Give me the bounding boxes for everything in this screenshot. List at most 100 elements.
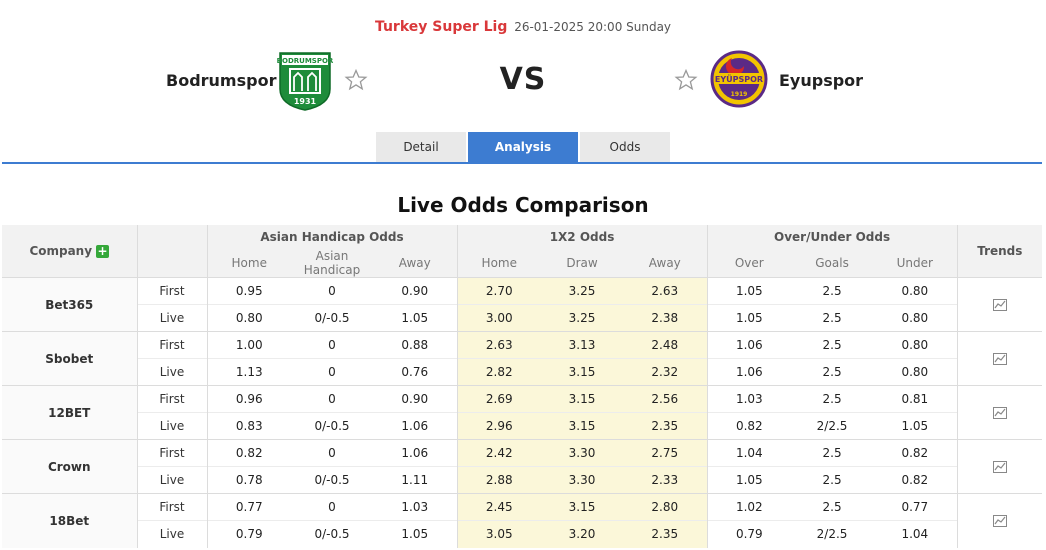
company-name[interactable]: Crown	[2, 439, 137, 494]
odds-type-label: Live	[136, 304, 207, 332]
x12-cell: 2.80	[623, 493, 708, 521]
odds-table: Company + Asian Handicap Odds 1X2 Odds Ov…	[2, 225, 1043, 548]
ah-away-subheader: Away	[373, 249, 458, 278]
company-name[interactable]: Sbobet	[2, 331, 137, 386]
company-name[interactable]: 12BET	[2, 385, 137, 440]
away-team-name[interactable]: Eyupspor	[779, 71, 864, 90]
x12-cell: 2.75	[623, 439, 708, 467]
over-under-cell: 2/2.5	[791, 412, 874, 440]
odds-row-live: Live 0.79 0/-0.5 1.05 3.05 3.20 2.35 0.79 2/2.5 1…	[2, 520, 1042, 548]
match-datetime: 26-01-2025 20:00 Sunday	[514, 20, 672, 34]
company-header-label: Company	[29, 244, 93, 258]
trend-chart-icon[interactable]	[956, 331, 1043, 386]
odds-type-label: Live	[136, 466, 207, 494]
over-under-cell: 1.02	[706, 493, 792, 521]
asian-handicap-cell: 0	[291, 385, 373, 413]
tab-odds[interactable]: Odds	[580, 132, 670, 162]
over-under-cell: 0.80	[873, 277, 958, 305]
over-under-cell: 0.82	[873, 439, 958, 467]
add-company-icon[interactable]: +	[96, 244, 110, 258]
over-under-cell: 0.81	[873, 385, 958, 413]
x12-cell: 3.30	[541, 466, 624, 494]
home-logo-text: BODRUMSPOR	[277, 57, 334, 65]
trend-chart-icon[interactable]	[956, 493, 1043, 548]
home-team-name[interactable]: Bodrumspor	[166, 71, 277, 90]
x12-cell: 2.63	[456, 331, 542, 359]
asian-handicap-cell: 0	[291, 439, 373, 467]
match-tabs: Detail Analysis Odds	[376, 132, 672, 162]
asian-handicap-cell: 0.90	[373, 277, 458, 305]
tab-detail[interactable]: Detail	[376, 132, 466, 162]
x12-draw-subheader: Draw	[541, 249, 624, 278]
over-under-cell: 0.80	[873, 358, 958, 386]
home-team-logo[interactable]: BODRUMSPOR 1931	[276, 49, 334, 111]
asian-handicap-cell: 1.13	[206, 358, 291, 386]
x12-home-subheader: Home	[456, 249, 542, 278]
odds-type-label: First	[136, 439, 207, 467]
asian-handicap-cell: 0.90	[373, 385, 458, 413]
asian-handicap-cell: 0.79	[206, 520, 291, 548]
x12-cell: 2.96	[456, 412, 542, 440]
odds-row-live: Live 0.80 0/-0.5 1.05 3.00 3.25 2.38 1.05 2.5 0.8…	[2, 304, 1042, 332]
trend-chart-icon[interactable]	[956, 277, 1043, 332]
over-under-cell: 2.5	[791, 385, 874, 413]
asian-handicap-cell: 0	[291, 331, 373, 359]
x12-cell: 2.63	[623, 277, 708, 305]
over-under-cell: 2.5	[791, 493, 874, 521]
asian-handicap-cell: 1.06	[373, 439, 458, 467]
x12-cell: 2.35	[623, 520, 708, 548]
home-favorite-star-icon[interactable]	[344, 68, 368, 92]
asian-handicap-cell: 1.00	[206, 331, 291, 359]
over-under-cell: 0.80	[873, 331, 958, 359]
type-header	[136, 225, 207, 278]
away-favorite-star-icon[interactable]	[674, 68, 698, 92]
over-under-cell: 1.05	[706, 466, 792, 494]
over-under-cell: 2/2.5	[791, 520, 874, 548]
over-under-cell: 2.5	[791, 304, 874, 332]
away-team-logo[interactable]: EYÜPSPOR 1919	[710, 50, 768, 108]
over-under-cell: 1.05	[706, 277, 792, 305]
company-name[interactable]: 18Bet	[2, 493, 137, 548]
trend-chart-icon[interactable]	[956, 385, 1043, 440]
tab-underline	[2, 162, 1042, 164]
over-under-cell: 2.5	[791, 439, 874, 467]
odds-body: Bet365 First 0.95 0 0.90 2.70 3.25 2.63 1.05 2.5 0…	[2, 277, 1043, 548]
x12-cell: 3.13	[541, 331, 624, 359]
odds-row-first: 18Bet First 0.77 0 1.03 2.45 3.15 2.80 1.02 2.5 0.…	[2, 493, 1043, 548]
x12-cell: 2.56	[623, 385, 708, 413]
over-under-cell: 1.04	[706, 439, 792, 467]
ou-under-subheader: Under	[873, 249, 958, 278]
asian-handicap-cell: 1.05	[373, 304, 458, 332]
x12-cell: 3.15	[541, 385, 624, 413]
x12-cell: 3.00	[456, 304, 542, 332]
company-name[interactable]: Bet365	[2, 277, 137, 332]
tab-analysis[interactable]: Analysis	[468, 132, 578, 162]
asian-handicap-cell: 0.88	[373, 331, 458, 359]
over-under-cell: 2.5	[791, 331, 874, 359]
asian-handicap-cell: 0/-0.5	[291, 412, 373, 440]
over-under-cell: 1.06	[706, 358, 792, 386]
vs-label: VS	[499, 62, 547, 97]
league-name[interactable]: Turkey Super Lig	[374, 19, 508, 35]
odds-row-live: Live 0.83 0/-0.5 1.06 2.96 3.15 2.35 0.82 2/2.5 1…	[2, 412, 1042, 440]
over-under-cell: 1.05	[706, 304, 792, 332]
trend-chart-icon[interactable]	[956, 439, 1043, 494]
over-under-cell: 1.04	[873, 520, 958, 548]
asian-handicap-cell: 0/-0.5	[291, 466, 373, 494]
x12-cell: 3.20	[541, 520, 624, 548]
ah-home-subheader: Home	[206, 249, 291, 278]
asian-handicap-cell: 0.83	[206, 412, 291, 440]
over-under-cell: 1.06	[706, 331, 792, 359]
ou-over-subheader: Over	[706, 249, 792, 278]
asian-handicap-header: Asian Handicap Odds	[206, 225, 458, 249]
x12-cell: 2.33	[623, 466, 708, 494]
odds-type-label: Live	[136, 520, 207, 548]
odds-row-live: Live 0.78 0/-0.5 1.11 2.88 3.30 2.33 1.05 2.5 0.8…	[2, 466, 1042, 494]
asian-handicap-cell: 0/-0.5	[291, 304, 373, 332]
x12-cell: 2.32	[623, 358, 708, 386]
asian-handicap-cell: 0	[291, 358, 373, 386]
odds-type-label: First	[136, 331, 207, 359]
away-logo-text: EYÜPSPOR	[715, 74, 763, 84]
x12-cell: 2.45	[456, 493, 542, 521]
asian-handicap-cell: 0/-0.5	[291, 520, 373, 548]
